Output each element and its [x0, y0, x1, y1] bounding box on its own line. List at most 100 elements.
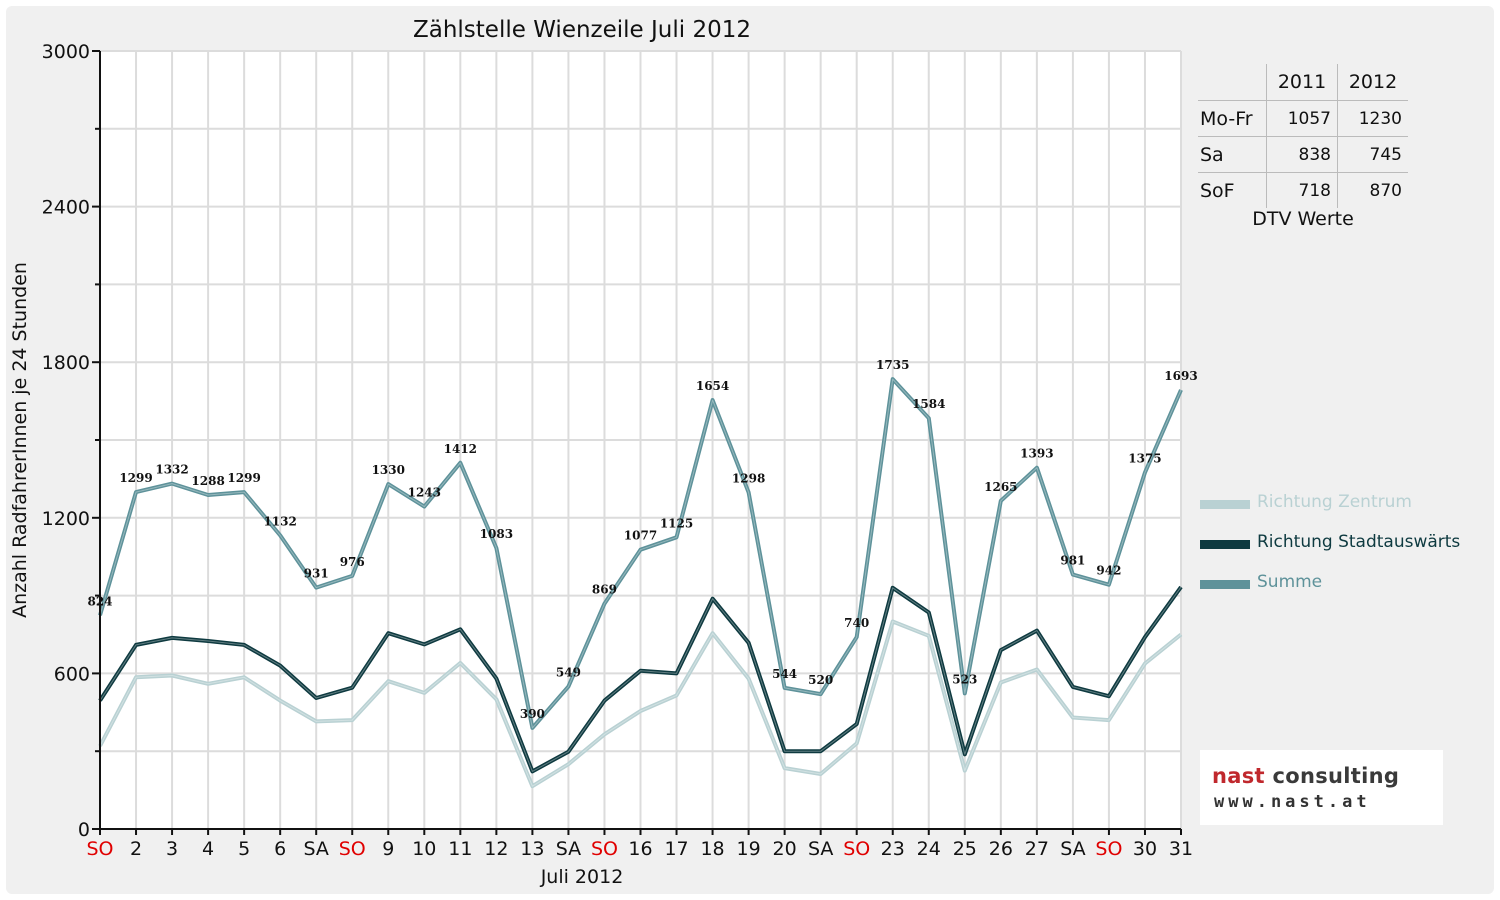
data-label: 1288 [191, 474, 224, 488]
data-label: 942 [1096, 564, 1121, 578]
dtv-table: 2011 2012 Mo-Fr 1057 1230 Sa 838 745 SoF… [1198, 64, 1408, 208]
data-label: 1584 [912, 397, 945, 411]
data-label: 520 [808, 673, 833, 687]
x-tick-label: SA [808, 838, 833, 860]
chart-title: Zählstelle Wienzeile Juli 2012 [413, 17, 751, 43]
dtv-header-empty [1198, 64, 1267, 101]
data-label: 1243 [408, 486, 441, 500]
legend-label: Richtung Zentrum [1257, 492, 1412, 512]
data-label: 869 [592, 583, 617, 597]
y-axis-title: Anzahl RadfahrerInnen je 24 Stunden [9, 262, 31, 618]
x-tick-label: 4 [202, 838, 214, 860]
x-tick-label: 30 [1133, 838, 1157, 860]
data-label: 1077 [624, 529, 657, 543]
x-tick-label: SA [556, 838, 581, 860]
x-tick-label: 6 [274, 838, 286, 860]
x-tick-label: 27 [1025, 838, 1049, 860]
data-label: 981 [1060, 554, 1085, 568]
dtv-value-2011: 1057 [1266, 100, 1338, 137]
dtv-caption: DTV Werte [1252, 208, 1354, 230]
dtv-table-header: 2011 2012 [1198, 64, 1408, 101]
x-tick-label: 31 [1169, 838, 1193, 860]
dtv-row-label: Sa [1198, 136, 1267, 173]
y-tick-label: 3000 [42, 41, 90, 63]
legend-swatch [1200, 540, 1250, 549]
y-tick-label: 1200 [42, 508, 90, 530]
x-tick-label: 2 [130, 838, 142, 860]
logo-word-nast: nast [1212, 764, 1265, 788]
dtv-value-2011: 838 [1266, 136, 1338, 173]
data-label: 1393 [1020, 447, 1053, 461]
x-tick-label: 9 [382, 838, 394, 860]
data-label: 549 [556, 666, 581, 680]
data-label: 1299 [227, 471, 260, 485]
dtv-value-2012: 870 [1337, 172, 1408, 208]
data-label: 523 [952, 672, 977, 686]
y-tick-label: 1800 [42, 352, 90, 374]
data-label: 824 [87, 594, 112, 608]
y-tick-label: 0 [78, 819, 90, 841]
data-label: 1299 [119, 471, 152, 485]
x-tick-label: 23 [881, 838, 905, 860]
nast-consulting-logo: nast consulting www.nast.at [1200, 750, 1443, 825]
x-tick-label: 17 [664, 838, 688, 860]
dtv-row-sof: SoF 718 870 [1198, 172, 1408, 208]
x-tick-label: SA [303, 838, 328, 860]
data-label: 1132 [263, 514, 296, 528]
x-tick-label: 5 [238, 838, 250, 860]
data-label: 390 [520, 707, 545, 721]
dtv-row-mo-fr: Mo-Fr 1057 1230 [1198, 100, 1408, 137]
x-tick-label: 26 [989, 838, 1013, 860]
x-tick-label: SO [339, 838, 366, 860]
data-label: 1654 [696, 379, 729, 393]
x-tick-label: SA [1060, 838, 1085, 860]
data-label: 1125 [660, 516, 693, 530]
dtv-value-2011: 718 [1266, 172, 1338, 208]
x-tick-label: 16 [628, 838, 652, 860]
x-tick-label: SO [1095, 838, 1122, 860]
legend-swatch [1200, 500, 1250, 509]
dtv-header-2012: 2012 [1337, 64, 1408, 101]
data-label: 1083 [480, 527, 513, 541]
legend-label: Richtung Stadtauswärts [1257, 532, 1461, 552]
dtv-header-2011: 2011 [1266, 64, 1338, 101]
logo-url: www.nast.at [1214, 792, 1371, 812]
data-label: 1735 [876, 358, 909, 372]
data-label: 1693 [1164, 369, 1197, 383]
data-label: 1298 [732, 471, 765, 485]
dtv-row-sa: Sa 838 745 [1198, 136, 1408, 173]
data-label: 1332 [155, 463, 188, 477]
dtv-value-2012: 1230 [1337, 100, 1408, 137]
y-tick-label: 2400 [42, 197, 90, 219]
x-tick-label: 13 [520, 838, 544, 860]
dtv-value-2012: 745 [1337, 136, 1408, 173]
data-label: 976 [340, 555, 365, 569]
data-label: 931 [304, 567, 329, 581]
x-tick-label: SO [86, 838, 113, 860]
x-axis-title: Juli 2012 [540, 866, 624, 888]
data-label: 740 [844, 616, 869, 630]
x-tick-label: 10 [412, 838, 436, 860]
logo-wordmark: nast consulting [1212, 764, 1399, 788]
x-tick-label: 12 [484, 838, 508, 860]
series-layer [98, 377, 1183, 789]
data-label: 1265 [984, 480, 1017, 494]
x-tick-label: 3 [166, 838, 178, 860]
dtv-row-label: SoF [1198, 172, 1267, 208]
data-label: 544 [772, 667, 797, 681]
legend-swatch [1200, 580, 1250, 589]
data-label: 1412 [444, 442, 477, 456]
y-tick-label: 600 [54, 663, 90, 685]
x-tick-label: SO [843, 838, 870, 860]
legend-label: Summe [1257, 572, 1323, 592]
x-tick-label: 25 [953, 838, 977, 860]
data-label: 1330 [372, 463, 405, 477]
x-tick-label: 24 [917, 838, 941, 860]
x-tick-label: 19 [737, 838, 761, 860]
logo-word-consulting: consulting [1264, 764, 1400, 788]
x-tick-label: 11 [448, 838, 472, 860]
x-tick-label: SO [591, 838, 618, 860]
